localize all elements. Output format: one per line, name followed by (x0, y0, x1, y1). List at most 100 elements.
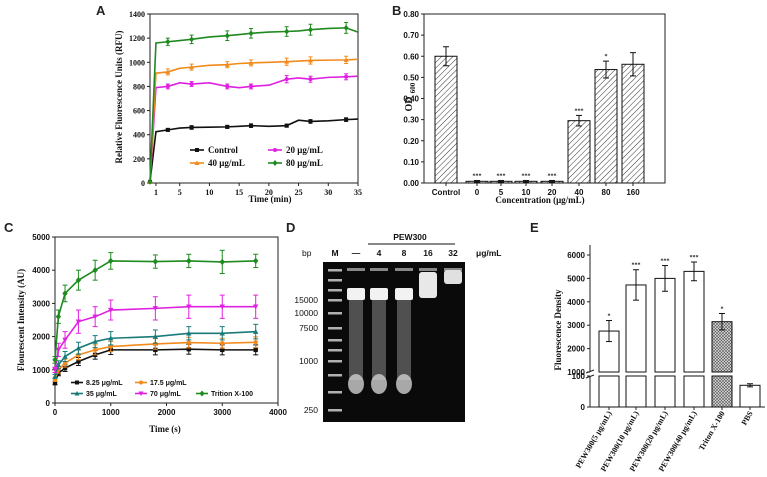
gel-ladder-band-10 (328, 391, 342, 394)
chart-b-ytick-label-4: 0.40 (403, 95, 419, 104)
chart-b-ytick-label-1: 0.10 (403, 158, 419, 167)
chart-c-legend-marker-0 (75, 380, 79, 385)
chart-e-sig-0: * (608, 314, 611, 320)
chart-a-point-3-8 (248, 30, 254, 37)
chart-c-point-1-8 (220, 341, 225, 346)
chart-e-err-2 (662, 265, 668, 292)
chart-b-sig-3: *** (522, 173, 531, 179)
chart-e-sig-4: * (721, 307, 724, 313)
chart-c-point-1-9 (253, 340, 258, 345)
chart-b-ytick-label-8: 0.80 (403, 10, 419, 19)
chart-e-ylabel: Fluorescence Density (553, 289, 563, 371)
chart-e-sig-1: *** (632, 263, 641, 269)
chart-c-point-4-9 (253, 257, 259, 265)
chart-e-ytick-label-4: 3000 (567, 321, 585, 330)
chart-b-err-1 (474, 179, 480, 183)
chart-c-point-3-9 (253, 304, 259, 310)
chart-a-xtick-label-5: 25 (295, 188, 303, 197)
gel-ladder-band-6 (328, 339, 342, 342)
chart-b-bar-5 (567, 120, 591, 184)
chart-b: Concentration (μg/mL) OD 600 0.00 0.10 0.2… (403, 10, 666, 205)
chart-c-point-1-4 (92, 347, 98, 353)
chart-c-point-3-0 (52, 367, 58, 373)
chart-c-legend-label-0: 8.25 μg/mL (86, 380, 123, 387)
chart-b-bar-6 (594, 69, 618, 184)
chart-b-xtick-label-4: 20 (548, 188, 557, 197)
chart-c-xtick-label-1: 1000 (102, 408, 120, 417)
chart-e-xtick-label-5: PBS (740, 409, 755, 427)
chart-c-legend-label-3: 70 μg/mL (150, 391, 181, 398)
gel-genomic-band-1 (370, 288, 388, 300)
chart-a-point-1-14 (344, 74, 349, 79)
gel-ladder-band-7 (328, 349, 342, 352)
chart-a-xtick-label-2: 10 (205, 188, 213, 197)
gel-title: PEW300 (393, 232, 427, 242)
panel-letter-b: B (392, 3, 401, 18)
chart-e-ytick-label-3: 2000 (567, 345, 585, 354)
gel-well-2 (395, 268, 413, 271)
gel-ladder-band-1 (328, 279, 342, 282)
chart-b-xlabel: Concentration (μg/mL) (495, 195, 584, 205)
panel-letter-d: D (286, 220, 295, 235)
chart-c-point-2-5 (108, 335, 114, 341)
chart-c-line-2 (54, 330, 256, 377)
chart-b-ytick-label-3: 0.30 (403, 116, 419, 125)
chart-a-ytick-label-0: 0 (141, 179, 145, 188)
chart-a-point-3-6 (224, 32, 230, 39)
chart-a-point-2-12 (307, 57, 313, 63)
chart-c-xtick-label-4: 4000 (269, 408, 287, 417)
chart-c-legend-marker-2 (74, 391, 80, 396)
chart-a-point-2-14 (343, 57, 349, 62)
gel-lane-label-1: 4 (377, 248, 382, 258)
chart-c-point-4-4 (92, 267, 98, 274)
chart-c-xtick-label-0: 0 (53, 408, 58, 417)
gel-bp-marker-3: 1000 (299, 356, 318, 366)
chart-c-point-2-7 (186, 330, 192, 336)
chart-a-ytick-label-1: 200 (133, 155, 145, 164)
chart-a-xtick-label-1: 5 (178, 188, 182, 197)
chart-e-err-3 (691, 261, 697, 282)
chart-c-point-0-6 (153, 347, 158, 353)
chart-c-point-2-1 (55, 362, 62, 368)
gel-bp-marker-1: 10000 (294, 308, 318, 318)
chart-a-ytick-label-3: 600 (133, 107, 145, 116)
chart-a-point-2-4 (189, 64, 195, 70)
chart-b-err-6 (603, 60, 609, 79)
gel-ladder-band-8 (328, 360, 342, 363)
chart-c-line-1 (54, 341, 256, 381)
chart-e-sig-3: *** (690, 255, 699, 261)
gel-ladder-band-0 (328, 269, 342, 272)
chart-c-point-4-0 (52, 356, 58, 364)
chart-b-err-4 (549, 179, 555, 183)
chart-e-ytick-label-1: 100 (572, 372, 586, 381)
gel-smear-2 (397, 300, 411, 380)
chart-c-ytick-label-4: 4000 (32, 266, 50, 275)
gel-genomic-band-2 (395, 288, 413, 300)
gel-well-0 (347, 268, 365, 271)
chart-b-sig-6: * (605, 54, 608, 60)
chart-c-point-4-3 (75, 276, 82, 284)
chart-a-point-1-8 (249, 84, 254, 89)
chart-b-bar-0 (434, 55, 458, 184)
chart-a-point-3-2 (165, 38, 171, 45)
chart-c-point-0-2 (62, 365, 68, 371)
chart-b-err-2 (498, 179, 504, 183)
chart-c-ytick-label-5: 5000 (32, 233, 50, 242)
chart-c-point-0-7 (186, 347, 191, 352)
gel-retained-band-3 (419, 272, 437, 298)
chart-b-ylabel-sub: 600 (409, 82, 417, 93)
chart-a-xtick-label-4: 20 (265, 188, 273, 197)
chart-a-point-1-6 (225, 84, 230, 89)
chart-c-point-1-7 (186, 340, 191, 345)
chart-c-point-4-2 (62, 290, 68, 297)
chart-c-point-2-8 (219, 330, 225, 336)
chart-c-point-0-3 (76, 359, 81, 364)
chart-a-xtick-label-3: 15 (235, 188, 243, 197)
chart-e-err-4 (719, 313, 725, 331)
gel-well-4 (444, 268, 462, 271)
gel-lane-label-4: 32 (448, 248, 458, 258)
chart-b-ylabel: OD (404, 97, 415, 112)
chart-c-point-3-4 (92, 314, 98, 320)
chart-a-point-3-10 (284, 28, 290, 35)
